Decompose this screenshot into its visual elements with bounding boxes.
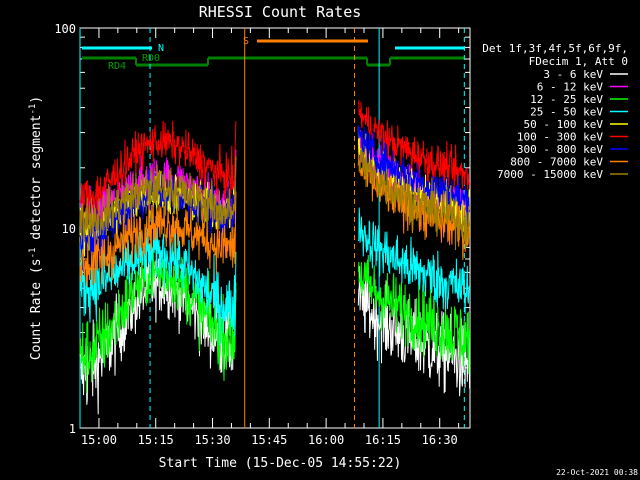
x-tick-label: 15:15 [138,433,174,447]
series-line-pre [79,191,237,287]
series-line-post [357,99,471,192]
legend-item-label: 3 - 6 keV [543,68,603,81]
legend-item-label: 800 - 7000 keV [510,156,603,169]
legend-item-label: 100 - 300 keV [517,131,603,144]
chart-title: RHESSI Count Rates [199,3,362,21]
x-tick-label: 15:00 [81,433,117,447]
y-tick-label: 10 [62,222,76,236]
legend-header-line1: Det 1f,3f,4f,5f,6f,9f, [482,42,628,55]
legend-item-label: 7000 - 15000 keV [497,168,603,181]
series-line-pre [79,156,237,246]
series-lines [79,99,471,415]
y-axis-label: Count Rate (s-1 detector segment-1) [28,96,44,360]
marker-label-rd0: RD0 [142,53,160,64]
attenuator-bars [82,39,465,67]
x-tick-label: 16:30 [422,433,458,447]
marker-label-n: N [158,43,164,54]
legend-header-line2: FDecim 1, Att 0 [529,55,628,68]
legend-item-label: 300 - 800 keV [517,143,603,156]
x-tick-label: 16:15 [365,433,401,447]
series-line-pre [79,120,237,223]
x-axis-label: Start Time (15-Dec-05 14:55:22) [159,456,402,471]
legend-item-label: 6 - 12 keV [537,81,604,94]
marker-label-rd4: RD4 [108,61,126,72]
series-line-post [357,207,471,315]
series-line-post [357,254,471,375]
series-line-post [357,147,471,251]
legend-item-label: 12 - 25 keV [530,93,603,106]
x-axis: 15:00 15:15 15:30 15:45 16:00 16:15 16:30 [81,28,460,447]
legend-item-label: 50 - 100 keV [524,118,604,131]
series-line-pre [80,220,237,346]
timestamp: 22-Oct-2021 00:38 [556,468,638,477]
y-tick-label: 100 [54,22,76,36]
x-tick-label: 16:00 [308,433,344,447]
y-tick-label: 1 [69,422,76,436]
x-tick-label: 15:30 [194,433,230,447]
marker-label-s: S [243,36,249,47]
legend: Det 1f,3f,4f,5f,6f,9f, FDecim 1, Att 0 3… [482,42,628,181]
x-tick-label: 15:45 [251,433,287,447]
series-line-pre [79,241,237,394]
legend-item-label: 25 - 50 keV [530,106,603,119]
